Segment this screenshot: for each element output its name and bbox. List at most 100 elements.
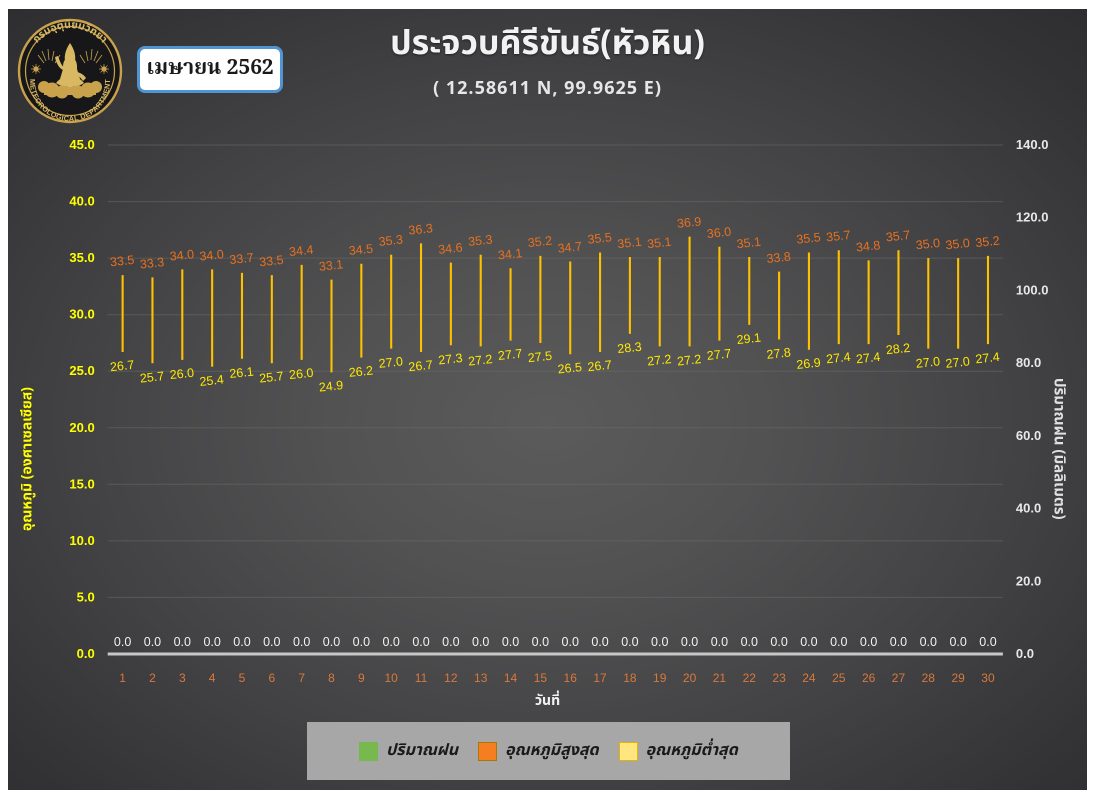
svg-text:27.8: 27.8 [766,345,792,361]
svg-text:35.5: 35.5 [796,230,822,246]
svg-text:34.1: 34.1 [497,246,523,262]
svg-text:27.2: 27.2 [646,352,672,368]
svg-text:27.2: 27.2 [676,352,702,368]
svg-text:20: 20 [683,671,697,685]
svg-text:0.0: 0.0 [263,635,280,649]
svg-text:35.2: 35.2 [527,234,553,250]
svg-text:35.1: 35.1 [617,235,643,251]
svg-text:9: 9 [358,671,365,685]
svg-text:36.9: 36.9 [676,214,702,230]
svg-text:0.0: 0.0 [293,635,310,649]
svg-text:0.0: 0.0 [890,635,907,649]
svg-text:33.1: 33.1 [318,257,344,273]
svg-text:35.1: 35.1 [736,235,762,251]
svg-text:27.4: 27.4 [855,350,881,366]
svg-text:25: 25 [832,671,846,685]
svg-text:27.4: 27.4 [975,350,1001,366]
svg-text:26: 26 [862,671,876,685]
svg-text:120.0: 120.0 [1016,210,1049,225]
svg-text:26.7: 26.7 [408,358,434,374]
svg-text:27.2: 27.2 [467,352,493,368]
svg-text:0.0: 0.0 [144,635,161,649]
svg-text:25.4: 25.4 [199,372,225,388]
svg-text:0.0: 0.0 [949,635,966,649]
svg-text:0.0: 0.0 [770,635,787,649]
svg-text:0.0: 0.0 [233,635,250,649]
svg-text:0.0: 0.0 [830,635,847,649]
svg-text:5.0: 5.0 [77,589,95,604]
svg-text:12: 12 [444,671,458,685]
svg-text:0.0: 0.0 [741,635,758,649]
svg-text:0.0: 0.0 [651,635,668,649]
svg-text:26.0: 26.0 [288,366,314,382]
svg-text:26.1: 26.1 [229,365,255,381]
svg-text:40.0: 40.0 [1016,501,1041,516]
svg-text:21: 21 [713,671,727,685]
svg-text:35.0: 35.0 [945,236,971,252]
svg-text:20.0: 20.0 [1016,573,1041,588]
svg-text:36.0: 36.0 [706,225,732,241]
svg-text:40.0: 40.0 [69,194,94,209]
svg-text:27.5: 27.5 [527,349,553,365]
svg-text:0.0: 0.0 [562,635,579,649]
svg-text:27: 27 [892,671,906,685]
svg-text:33.5: 33.5 [259,253,285,269]
svg-text:11: 11 [415,671,428,685]
svg-text:30.0: 30.0 [69,307,94,322]
svg-text:25.7: 25.7 [139,369,165,385]
svg-text:15: 15 [534,671,548,685]
svg-text:28.3: 28.3 [617,340,643,356]
svg-text:0.0: 0.0 [920,635,937,649]
svg-text:34.0: 34.0 [169,247,195,263]
svg-text:35.7: 35.7 [885,228,911,244]
svg-text:27.0: 27.0 [915,354,941,370]
svg-text:0.0: 0.0 [174,635,191,649]
svg-text:27.7: 27.7 [706,346,732,362]
svg-text:26.5: 26.5 [557,360,583,376]
svg-text:34.6: 34.6 [438,240,464,256]
svg-text:18: 18 [623,671,637,685]
svg-text:35.3: 35.3 [467,233,493,249]
svg-text:0.0: 0.0 [323,635,340,649]
svg-text:7: 7 [298,671,305,685]
svg-text:25.0: 25.0 [69,363,94,378]
svg-text:0.0: 0.0 [591,635,608,649]
svg-text:30: 30 [981,671,995,685]
svg-text:35.5: 35.5 [587,230,613,246]
svg-text:27.7: 27.7 [497,346,523,362]
svg-text:0.0: 0.0 [502,635,519,649]
svg-text:0.0: 0.0 [442,635,459,649]
svg-text:1: 1 [119,671,126,685]
svg-text:0.0: 0.0 [382,635,399,649]
svg-text:35.1: 35.1 [646,235,672,251]
svg-text:27.4: 27.4 [826,350,852,366]
svg-text:6: 6 [268,671,275,685]
svg-text:36.3: 36.3 [408,221,434,237]
svg-text:10.0: 10.0 [69,533,94,548]
svg-text:22: 22 [743,671,757,685]
svg-text:26.9: 26.9 [796,356,822,372]
svg-text:20.0: 20.0 [69,420,94,435]
svg-text:15.0: 15.0 [69,476,94,491]
svg-text:29.1: 29.1 [736,331,762,347]
svg-text:33.8: 33.8 [766,249,792,265]
svg-text:27.0: 27.0 [945,354,971,370]
svg-text:35.0: 35.0 [69,250,94,265]
svg-text:35.2: 35.2 [975,234,1001,250]
svg-text:0.0: 0.0 [353,635,370,649]
svg-text:28: 28 [922,671,936,685]
svg-text:0.0: 0.0 [1016,646,1034,661]
svg-text:24.9: 24.9 [318,378,344,394]
svg-text:17: 17 [593,671,607,685]
svg-text:0.0: 0.0 [681,635,698,649]
svg-text:80.0: 80.0 [1016,355,1041,370]
svg-text:26.0: 26.0 [169,366,195,382]
svg-text:34.8: 34.8 [855,238,881,254]
svg-text:0.0: 0.0 [114,635,131,649]
svg-text:27.3: 27.3 [438,351,464,367]
svg-text:26.2: 26.2 [348,363,374,379]
svg-text:26.7: 26.7 [109,358,135,374]
svg-text:10: 10 [385,671,399,685]
svg-text:35.3: 35.3 [378,233,404,249]
svg-text:0.0: 0.0 [711,635,728,649]
